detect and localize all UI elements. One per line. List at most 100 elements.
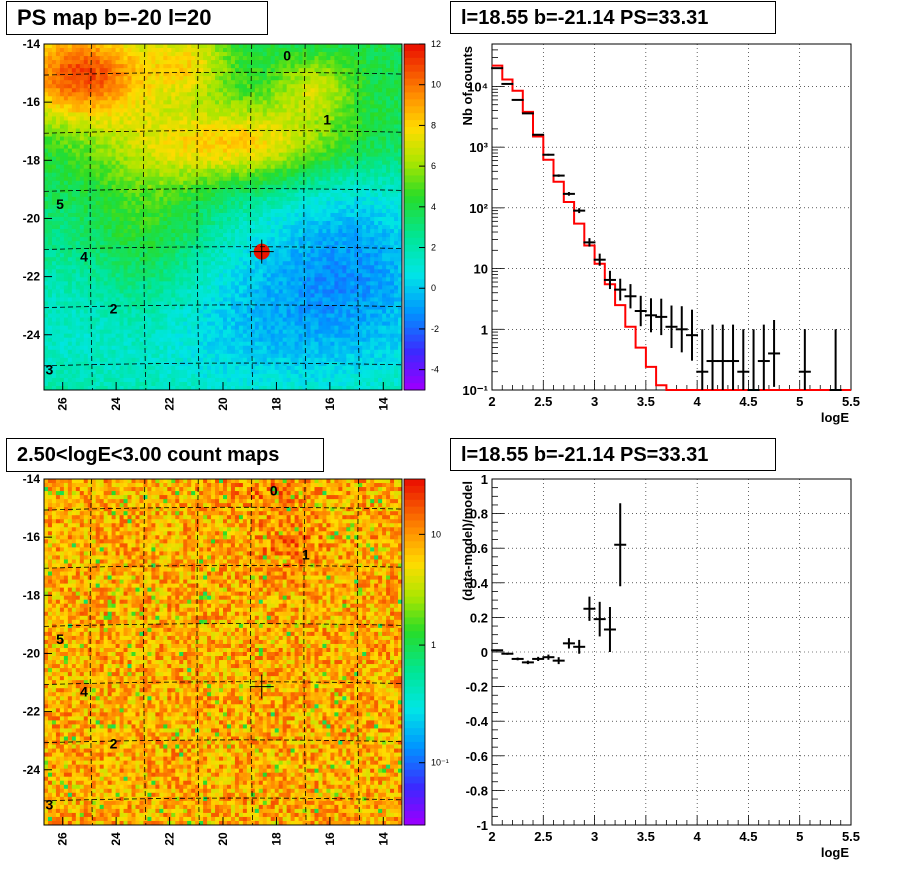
spectrum-point [707, 325, 719, 390]
count_map-source-1: 1 [302, 547, 310, 563]
spectrum-point [830, 329, 842, 390]
residual-ytick: -0.4 [466, 714, 489, 729]
spectrum-xtick: 3 [591, 394, 598, 409]
residual-point [491, 649, 503, 651]
ps_map-xtick-24: 24 [109, 397, 123, 411]
ps_map-xtick-16: 16 [323, 397, 337, 411]
count_map-ytick--24: -24 [23, 763, 41, 777]
residual-ytick: 0 [481, 645, 488, 660]
ps_map-source-1: 1 [323, 112, 331, 128]
residual-ytick: -0.6 [466, 749, 488, 764]
residual-point [614, 503, 626, 586]
ps_map-xtick-20: 20 [216, 397, 230, 411]
count_map-xtick-26: 26 [56, 832, 70, 846]
count_map-source-4: 4 [80, 683, 88, 699]
count_map-cbar-tick: 10⁻¹ [431, 758, 449, 768]
count_map-ytick--20: -20 [23, 646, 41, 660]
count_map-xtick-14: 14 [376, 832, 390, 846]
ps_map-cbar-tick: 6 [431, 161, 436, 171]
residual-point [553, 657, 565, 664]
residual-point [512, 658, 524, 661]
residual-ytick: -0.2 [466, 680, 488, 695]
ps_map-ytick--18: -18 [23, 153, 41, 167]
spectrum-point [696, 329, 708, 390]
residual-point [583, 597, 595, 621]
residual-ytick: 1 [481, 472, 488, 487]
spectrum-point [542, 154, 554, 156]
ps_map-cells [44, 44, 402, 390]
count_map-xtick-20: 20 [216, 832, 230, 846]
spectrum-point [645, 298, 657, 332]
residual-xtick: 3.5 [637, 829, 655, 844]
spectrum-ylabel: Nb of counts [460, 46, 475, 125]
ps_map-source-4: 4 [80, 248, 88, 264]
spectrum-point [666, 306, 678, 348]
spectrum-point [655, 299, 667, 335]
ps_map-xtick-22: 22 [163, 397, 177, 411]
count_map-source-5: 5 [56, 631, 64, 647]
spectrum-point [686, 310, 698, 361]
residual-point [542, 655, 554, 660]
residual-xtick: 4 [694, 829, 702, 844]
residual-xtick: 5.5 [842, 829, 860, 844]
spectrum-point [676, 306, 688, 352]
spectrum-point [553, 174, 565, 176]
spectrum-xlabel: logE [821, 410, 849, 425]
ps_map-source-5: 5 [56, 196, 64, 212]
ps_map-cbar-tick: 10 [431, 80, 441, 90]
residual-point [532, 657, 544, 661]
spectrum-xtick: 4 [694, 394, 702, 409]
spectrum-xtick: 5.5 [842, 394, 860, 409]
spectrum-point [522, 113, 534, 114]
residual-ylabel: (data-model)/model [460, 481, 475, 601]
spectrum-point [799, 329, 811, 390]
ps_map-cbar-tick: 12 [431, 39, 441, 49]
spectrum-point [635, 296, 647, 326]
ps-map-title: PS map b=-20 l=20 [6, 1, 268, 35]
count_map-ytick--16: -16 [23, 530, 41, 544]
spectrum-title: l=18.55 b=-21.14 PS=33.31 [450, 1, 776, 34]
spectrum-xtick: 5 [796, 394, 803, 409]
spectrum-point [727, 325, 739, 390]
residual-point [604, 607, 616, 652]
ps_map-cbar-tick: 8 [431, 120, 436, 130]
spectrum-point [532, 134, 544, 135]
spectrum-ytick: 10³ [469, 140, 488, 155]
spectrum-ytick: 10² [469, 201, 488, 216]
spectrum-ytick: 10 [474, 262, 488, 277]
spectrum-point [768, 320, 780, 387]
count_map-xtick-24: 24 [109, 832, 123, 846]
residual-points [491, 503, 626, 664]
count_map-ytick--22: -22 [23, 705, 41, 719]
spectrum-xtick: 3.5 [637, 394, 655, 409]
ps_map-ytick--20: -20 [23, 211, 41, 225]
residual-point [573, 640, 585, 654]
spectrum-points [491, 68, 841, 390]
spectrum-xtick: 2.5 [534, 394, 552, 409]
residual-ytick: 0.2 [470, 610, 488, 625]
count_map-xtick-18: 18 [269, 832, 283, 846]
residual-xtick: 2.5 [534, 829, 552, 844]
residual-ytick: -0.8 [466, 783, 488, 798]
ps_map-cbar-tick: 4 [431, 202, 436, 212]
ps_map-cbar-tick: 0 [431, 283, 436, 293]
spectrum-xtick: 2 [488, 394, 495, 409]
spectrum-point [758, 325, 770, 390]
spectrum-point [748, 329, 760, 390]
residual-xtick: 4.5 [739, 829, 757, 844]
ps_map-source-0: 0 [283, 48, 291, 64]
residual-point [594, 602, 606, 637]
spectrum-point [512, 100, 524, 101]
count_map-cells [44, 479, 402, 825]
ps_map-ytick--24: -24 [23, 328, 41, 342]
spectrum-xtick: 4.5 [739, 394, 757, 409]
residual-point [522, 661, 534, 664]
count-map-title: 2.50<logE<3.00 count maps [6, 438, 324, 472]
count_map-xtick-16: 16 [323, 832, 337, 846]
count_map-cbar-tick: 10 [431, 529, 441, 539]
